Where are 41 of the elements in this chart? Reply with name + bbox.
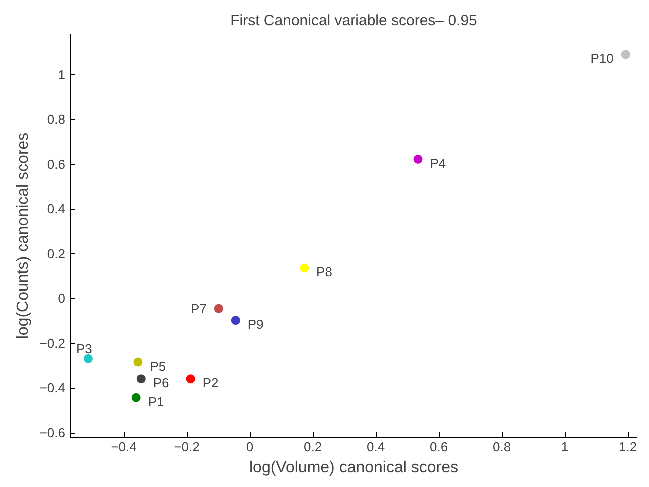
y-tick-label: 0: [58, 291, 66, 306]
y-tick-label: 0.4: [47, 202, 66, 217]
x-tick-label: 0.8: [493, 440, 512, 454]
x-tick-label: 1: [561, 440, 569, 454]
x-tick-label: 1.2: [619, 440, 638, 454]
point: [414, 154, 423, 164]
x-axis-title: log(Volume) canonical scores: [250, 460, 459, 476]
point: [84, 354, 93, 364]
y-tick-label: −0.2: [40, 336, 66, 351]
y-tick-label: 1: [58, 67, 66, 82]
point: [186, 374, 196, 384]
x-tick-label: 0.4: [367, 440, 386, 454]
y-tick-label: −0.4: [40, 380, 66, 396]
series-label: P6: [153, 376, 170, 391]
x-tick-label: 0.2: [304, 440, 322, 454]
series-label: P3: [76, 341, 92, 356]
y-tick-label: 0.8: [47, 112, 66, 128]
point: [300, 264, 310, 273]
point: [214, 304, 224, 314]
point: [231, 316, 240, 326]
series-label: P2: [202, 376, 219, 391]
series-label: P8: [316, 264, 332, 280]
series-label: P5: [150, 358, 166, 374]
y-tick-label: 0.2: [47, 246, 66, 262]
series-label: P4: [430, 156, 446, 171]
series-label: P10: [590, 51, 614, 66]
chart-title: First Canonical variable scores– 0.95: [230, 12, 478, 30]
y-axis-title: log(Counts) canonical scores: [14, 132, 32, 340]
x-tick-label: 0.6: [430, 440, 448, 454]
x-tick-label: 0: [246, 440, 254, 454]
x-tick-label: −0.4: [111, 440, 137, 454]
x-tick-label: −0.2: [174, 440, 200, 454]
y-tick-label: −0.6: [40, 426, 66, 441]
point: [132, 393, 141, 402]
series-label: P7: [190, 301, 207, 316]
point: [134, 358, 143, 367]
series-label: P1: [148, 394, 164, 410]
point: [621, 50, 630, 60]
point: [136, 374, 146, 384]
y-tick-label: 0.6: [47, 156, 66, 172]
series-label: P9: [248, 317, 264, 332]
